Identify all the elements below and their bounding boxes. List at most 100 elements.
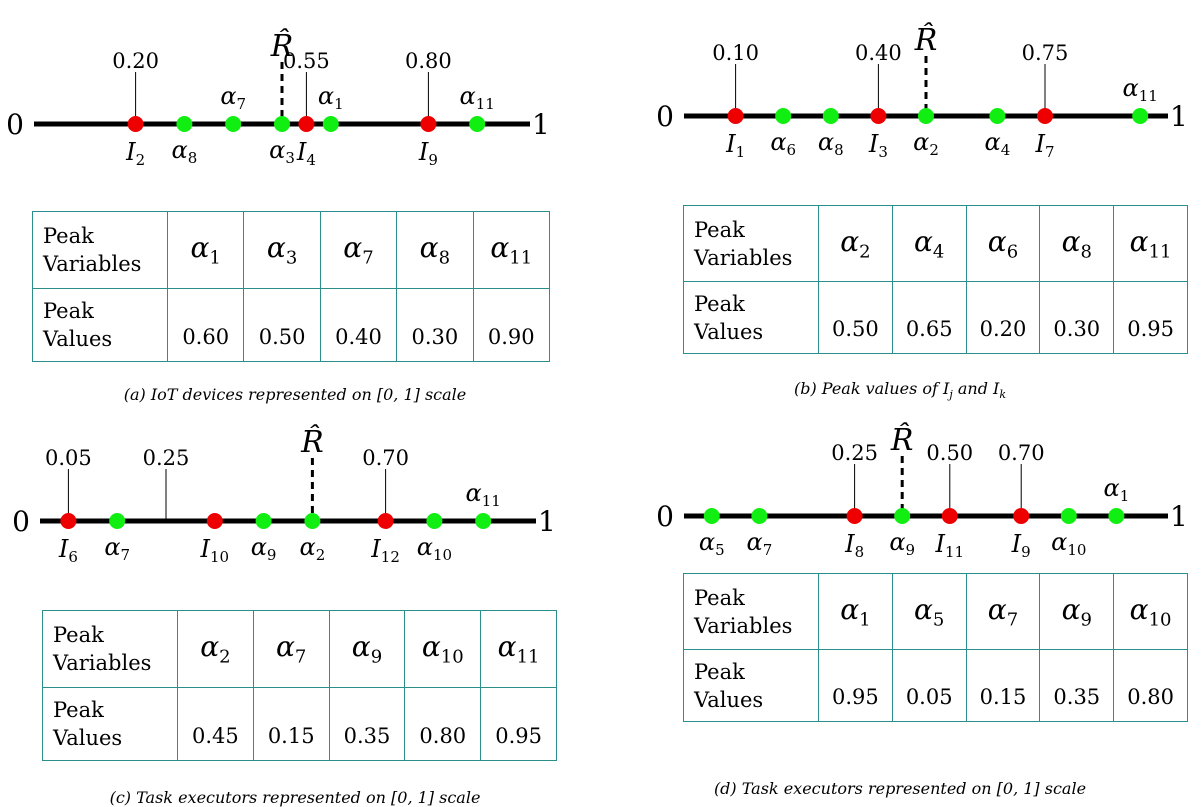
peak-value-cell: 0.30 — [396, 288, 474, 362]
row-label-variables: Peak Variables — [42, 610, 178, 688]
row-label-variables: Peak Variables — [32, 211, 168, 289]
caption-a: (a) IoT devices represented on [0, 1] sc… — [123, 385, 467, 404]
iot-marker — [206, 513, 223, 529]
alpha-marker — [751, 508, 768, 524]
line-end-label: 1 — [538, 505, 556, 538]
peak-variables-row: Peak Variables α2 α7 α9 α10 α11 — [42, 610, 557, 688]
alpha-label: α9 — [251, 533, 277, 564]
alpha-marker — [918, 108, 934, 124]
peak-variable-cell: α8 — [1039, 205, 1115, 282]
line-start-label: 0 — [6, 108, 24, 141]
iot-marker — [298, 116, 315, 132]
peak-value-cell: 0.05 — [891, 649, 967, 722]
peak-variable-cell: α2 — [818, 205, 893, 282]
alpha-label: α8 — [172, 136, 198, 167]
line-end-label: 1 — [532, 108, 550, 141]
iot-label: I10 — [200, 535, 230, 566]
alpha-label: α2 — [913, 128, 939, 159]
peak-value-cell: 0.50 — [243, 288, 321, 362]
peak-value-cell: 0.65 — [891, 281, 967, 354]
iot-label: I11 — [935, 530, 965, 561]
peak-value-cell: 0.60 — [166, 288, 245, 362]
alpha-label: α3 — [269, 136, 295, 167]
peak-variable-cell: α10 — [1113, 573, 1188, 650]
peak-table-a: Peak Variables α1 α3 α7 α8 α11 Peak Values 0.6… — [32, 211, 551, 362]
row-label-values: Peak Values — [42, 687, 178, 761]
alpha-marker — [989, 108, 1006, 124]
peak-table-c: Peak Variables α2 α7 α9 α10 α11 Peak Values 0.… — [42, 610, 557, 761]
caption-c: (c) Task executors represented on [0, 1]… — [109, 788, 481, 807]
iot-label: I7 — [1034, 130, 1054, 161]
alpha-marker — [703, 508, 720, 524]
peak-value-cell: 0.15 — [965, 649, 1041, 722]
line-end-label: 1 — [1170, 500, 1188, 533]
line-start-label: 0 — [656, 100, 674, 133]
peak-tick-label: 0.25 — [143, 446, 190, 470]
iot-marker — [377, 513, 394, 529]
peak-values-row: Peak Values 0.50 0.65 0.20 0.30 0.95 — [683, 281, 1188, 354]
iot-label: I12 — [370, 535, 400, 566]
panel-c: 0 1 R̂ 0.05 0.25 0.70 α7 α9 α2 α10 α11 I6 I10 I12 Pea… — [0, 400, 590, 807]
row-label-values: Peak Values — [683, 649, 819, 722]
caption-d: (d) Task executors represented on [0, 1]… — [713, 779, 1087, 798]
peak-variables-row: Peak Variables α1 α3 α7 α8 α11 — [32, 211, 551, 289]
peak-variable-cell: α4 — [891, 205, 967, 282]
r-hat-label: R̂ — [890, 423, 914, 458]
iot-label: I8 — [844, 530, 864, 561]
iot-marker — [1037, 108, 1053, 124]
alpha-marker — [304, 513, 321, 529]
peak-value-cell: 0.90 — [472, 288, 551, 362]
peak-tick-label: 0.40 — [855, 41, 902, 65]
iot-marker — [1013, 508, 1030, 524]
alpha-label: α5 — [699, 528, 725, 559]
alpha-label: α10 — [1051, 528, 1086, 559]
peak-tick-label: 0.10 — [712, 41, 759, 65]
peak-tick-label: 0.80 — [405, 49, 452, 73]
alpha-label: α2 — [300, 533, 326, 564]
peak-value-cell: 0.40 — [319, 288, 398, 362]
iot-marker — [870, 108, 887, 124]
peak-value-cell: 0.80 — [1113, 649, 1188, 722]
line-start-label: 0 — [656, 500, 674, 533]
alpha-marker — [469, 116, 486, 132]
row-label-variables: Peak Variables — [683, 573, 819, 650]
peak-variable-cell: α2 — [177, 610, 254, 688]
peak-variable-cell: α11 — [480, 610, 557, 688]
iot-marker — [727, 108, 744, 124]
peak-value-cell: 0.95 — [1113, 281, 1188, 354]
peak-tick-label: 0.55 — [283, 49, 330, 73]
iot-label: I3 — [868, 130, 888, 161]
alpha-label: α4 — [985, 128, 1011, 159]
peak-value-cell: 0.95 — [480, 687, 557, 761]
r-hat-label: R̂ — [270, 29, 294, 64]
peak-tick-label: 0.25 — [831, 441, 878, 465]
iot-label: I9 — [418, 138, 438, 169]
peak-value-cell: 0.50 — [818, 281, 893, 354]
peak-variable-cell: α7 — [965, 573, 1041, 650]
iot-marker — [60, 513, 77, 529]
peak-variable-cell: α1 — [818, 573, 893, 650]
peak-values-row: Peak Values 0.60 0.50 0.40 0.30 0.90 — [32, 288, 551, 362]
alpha-marker — [225, 116, 242, 132]
peak-value-cell: 0.20 — [965, 281, 1041, 354]
peak-value-cell: 0.15 — [252, 687, 330, 761]
alpha-label: α11 — [466, 479, 501, 510]
peak-value-cell: 0.35 — [328, 687, 406, 761]
peak-table-d: Peak Variables α1 α5 α7 α9 α10 Peak Values 0.9… — [683, 573, 1188, 722]
iot-label: I1 — [725, 130, 745, 161]
alpha-marker — [176, 116, 193, 132]
alpha-marker — [894, 508, 911, 524]
peak-values-row: Peak Values 0.45 0.15 0.35 0.80 0.95 — [42, 687, 557, 761]
peak-variable-cell: α7 — [252, 610, 330, 688]
line-start-label: 0 — [12, 505, 30, 538]
peak-variable-cell: α9 — [328, 610, 406, 688]
peak-variable-cell: α9 — [1039, 573, 1115, 650]
peak-variable-cell: α11 — [472, 211, 551, 289]
row-label-variables: Peak Variables — [683, 205, 819, 282]
peak-tick-label: 0.70 — [362, 446, 409, 470]
number-line-d: 0 1 R̂ 0.25 0.50 0.70 α5 α7 α9 α10 α1 I8 I11 I9 — [656, 423, 1188, 561]
alpha-label: α7 — [220, 82, 246, 113]
peak-variable-cell: α7 — [319, 211, 398, 289]
peak-value-cell: 0.80 — [404, 687, 482, 761]
alpha-marker — [109, 513, 126, 529]
